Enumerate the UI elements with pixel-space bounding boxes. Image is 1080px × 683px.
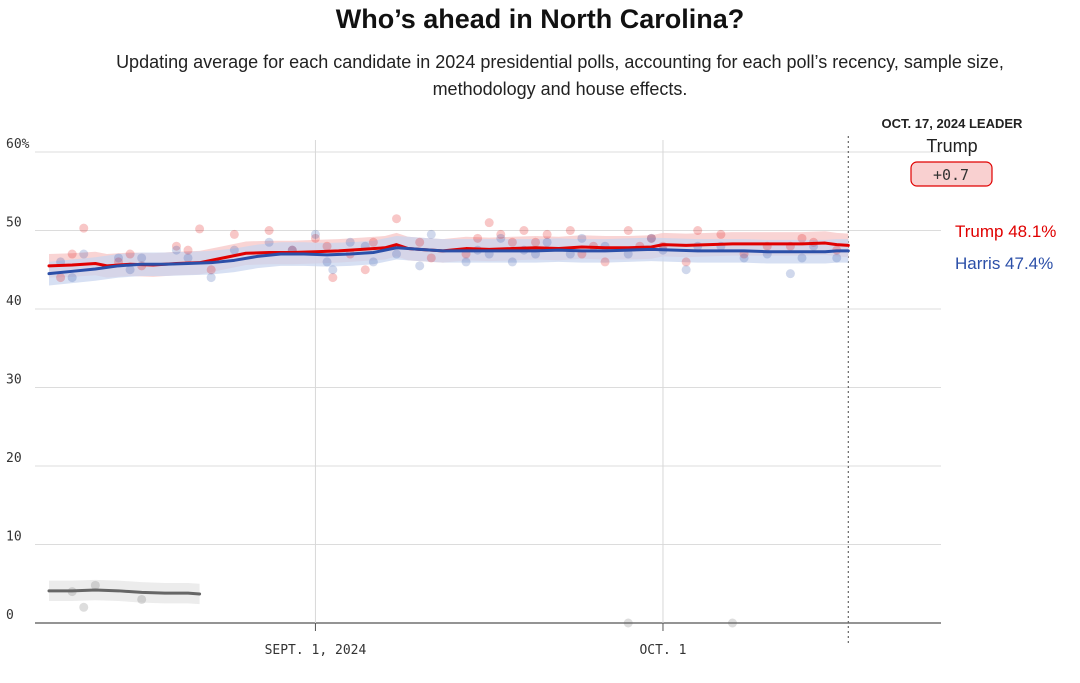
y-tick-label: 30 <box>6 373 22 388</box>
harris-poll-dot <box>322 257 332 267</box>
harris-poll-dot <box>496 233 506 243</box>
harris-poll-dot <box>79 249 89 259</box>
average-lines <box>47 241 850 596</box>
harris-poll-dot <box>461 257 471 267</box>
trump-poll-dot <box>565 226 575 235</box>
trump-poll-dot <box>531 237 541 247</box>
x-tick-label: OCT. 1 <box>639 643 686 658</box>
trump-poll-dot <box>693 226 703 235</box>
harris-poll-dot <box>542 237 552 247</box>
harris-average-line <box>47 246 850 276</box>
trump-poll-dot <box>125 249 135 259</box>
y-tick-label: 50 <box>6 216 22 231</box>
end-labels: Trump 48.1% Harris 47.4% <box>955 222 1056 273</box>
harris-poll-dot <box>797 253 807 263</box>
trump-poll-dot <box>264 226 274 235</box>
trump-poll-dot <box>392 214 402 224</box>
harris-poll-dot <box>507 257 517 267</box>
harris-poll-dot <box>426 229 436 239</box>
other-average-line <box>47 588 202 596</box>
trump-poll-dot <box>229 229 239 239</box>
harris-poll-dot <box>832 253 842 263</box>
harris-poll-dot <box>368 257 378 267</box>
other-poll-dot <box>137 594 147 604</box>
trump-poll-dot <box>646 233 656 243</box>
axis-labels: 60% 50 40 30 20 10 0 SEPT. 1, 2024 OCT. 1 <box>6 137 686 658</box>
trump-poll-dot <box>56 273 66 283</box>
leader-margin: +0.7 <box>933 166 969 184</box>
trump-poll-dot <box>623 226 633 235</box>
y-tick-label: 0 <box>6 608 14 623</box>
trump-poll-dot <box>507 237 517 247</box>
harris-end-label: Harris 47.4% <box>955 254 1053 273</box>
harris-poll-dot <box>264 237 274 247</box>
harris-poll-dot <box>415 261 425 271</box>
harris-poll-dot <box>623 249 633 259</box>
harris-poll-dot <box>785 269 795 279</box>
trump-poll-dot <box>797 233 807 243</box>
harris-poll-dot <box>646 233 656 243</box>
trump-poll-dot <box>426 253 436 263</box>
leader-heading: OCT. 17, 2024 LEADER <box>882 116 1023 131</box>
trump-poll-dot <box>67 249 77 259</box>
trump-poll-dot <box>171 241 181 251</box>
trump-poll-dot <box>496 229 506 239</box>
poll-dots <box>56 214 842 628</box>
harris-poll-dot <box>345 237 355 247</box>
trump-poll-dot <box>183 245 193 255</box>
harris-poll-dot <box>67 273 77 283</box>
harris-poll-dot <box>328 265 338 275</box>
trump-poll-dot <box>473 233 483 243</box>
harris-poll-dot <box>125 265 135 275</box>
harris-poll-dot <box>171 245 181 255</box>
other-poll-dot <box>79 602 89 612</box>
harris-poll-dot <box>183 253 193 263</box>
harris-poll-dot <box>206 273 216 283</box>
trump-poll-dot <box>542 229 552 239</box>
y-tick-label: 60% <box>6 137 30 152</box>
leader-margin-badge <box>910 161 993 187</box>
harris-poll-dot <box>137 253 147 263</box>
trump-poll-dot <box>716 229 726 239</box>
harris-poll-dot <box>392 249 402 259</box>
harris-poll-dot <box>229 245 239 255</box>
y-tick-label: 40 <box>6 294 22 309</box>
other-poll-dot <box>727 618 737 628</box>
trump-poll-dot <box>484 218 494 228</box>
trump-poll-dot <box>206 265 216 275</box>
harris-poll-dot <box>739 253 749 263</box>
confidence-bands <box>49 231 849 605</box>
trump-poll-dot <box>79 223 89 233</box>
leader-name: Trump <box>926 136 977 156</box>
other-poll-dot <box>623 618 633 628</box>
trump-poll-dot <box>519 226 529 235</box>
trump-poll-dot <box>415 237 425 247</box>
harris-poll-dot <box>114 253 124 263</box>
trump-poll-dot <box>328 273 338 283</box>
trump-poll-dot <box>360 265 370 275</box>
trump-poll-dot <box>195 224 205 234</box>
trump-poll-dot <box>368 237 378 247</box>
trump-end-label: Trump 48.1% <box>955 222 1056 241</box>
chart-title: Who’s ahead in North Carolina? <box>335 4 745 34</box>
trump-poll-dot <box>310 233 320 243</box>
harris-poll-dot <box>681 265 691 275</box>
y-tick-label: 20 <box>6 451 22 466</box>
trump-poll-dot <box>600 257 610 267</box>
trump-poll-dot <box>681 257 691 267</box>
leader-annotation: OCT. 17, 2024 LEADER Trump +0.7 <box>882 116 1023 187</box>
harris-poll-dot <box>577 233 587 243</box>
chart-subtitle: Updating average for each candidate in 2… <box>116 52 1004 99</box>
harris-poll-dot <box>310 229 320 239</box>
trump-poll-dot <box>322 241 332 251</box>
x-tick-label: SEPT. 1, 2024 <box>265 643 367 658</box>
other-poll-dot <box>90 580 100 590</box>
grid-lines <box>35 136 941 645</box>
y-tick-label: 10 <box>6 530 22 545</box>
